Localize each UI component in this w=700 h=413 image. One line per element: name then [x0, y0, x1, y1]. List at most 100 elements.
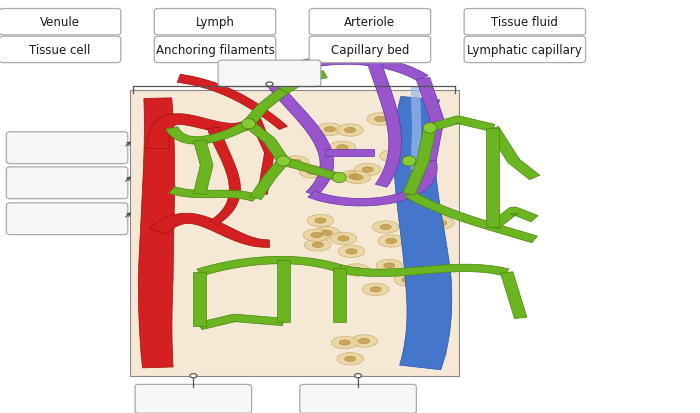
Ellipse shape	[282, 157, 309, 169]
Ellipse shape	[402, 278, 413, 283]
PathPatch shape	[488, 207, 538, 230]
PathPatch shape	[281, 158, 342, 181]
Text: Tissue fluid: Tissue fluid	[491, 16, 559, 29]
Ellipse shape	[338, 236, 349, 242]
PathPatch shape	[193, 273, 206, 326]
Ellipse shape	[372, 221, 399, 234]
Ellipse shape	[420, 347, 447, 359]
Ellipse shape	[387, 154, 398, 159]
Ellipse shape	[338, 246, 365, 258]
Ellipse shape	[344, 128, 356, 133]
Ellipse shape	[394, 274, 421, 286]
Ellipse shape	[384, 263, 395, 268]
Ellipse shape	[304, 239, 331, 252]
Ellipse shape	[428, 217, 454, 230]
Ellipse shape	[330, 233, 357, 245]
FancyBboxPatch shape	[6, 133, 128, 164]
FancyBboxPatch shape	[464, 37, 586, 64]
PathPatch shape	[411, 87, 421, 170]
PathPatch shape	[500, 272, 527, 319]
Ellipse shape	[362, 167, 373, 173]
PathPatch shape	[427, 117, 495, 132]
Text: Anchoring filaments: Anchoring filaments	[155, 44, 274, 57]
FancyBboxPatch shape	[309, 9, 430, 36]
PathPatch shape	[333, 268, 346, 322]
Text: Capillary bed: Capillary bed	[330, 44, 409, 57]
Ellipse shape	[343, 264, 370, 276]
PathPatch shape	[193, 140, 213, 195]
Ellipse shape	[276, 157, 290, 167]
Ellipse shape	[321, 230, 332, 236]
PathPatch shape	[326, 150, 374, 157]
Ellipse shape	[307, 170, 318, 175]
Ellipse shape	[346, 249, 357, 254]
FancyBboxPatch shape	[300, 385, 416, 413]
Ellipse shape	[370, 287, 382, 292]
Ellipse shape	[299, 166, 326, 178]
PathPatch shape	[368, 62, 401, 188]
Ellipse shape	[380, 225, 391, 230]
PathPatch shape	[197, 257, 342, 276]
FancyBboxPatch shape	[464, 9, 586, 36]
FancyBboxPatch shape	[218, 61, 321, 88]
Ellipse shape	[337, 145, 348, 151]
Ellipse shape	[351, 335, 377, 347]
Ellipse shape	[329, 142, 356, 154]
Ellipse shape	[303, 229, 330, 242]
Ellipse shape	[311, 233, 322, 238]
Ellipse shape	[344, 356, 356, 362]
PathPatch shape	[244, 122, 289, 163]
Circle shape	[355, 374, 362, 378]
PathPatch shape	[405, 192, 538, 243]
PathPatch shape	[263, 78, 334, 197]
PathPatch shape	[207, 128, 240, 225]
Ellipse shape	[374, 117, 386, 122]
PathPatch shape	[150, 214, 270, 248]
PathPatch shape	[277, 261, 290, 322]
FancyBboxPatch shape	[135, 385, 251, 413]
PathPatch shape	[138, 99, 174, 368]
Text: Tissue cell: Tissue cell	[29, 44, 91, 57]
Ellipse shape	[402, 157, 416, 167]
PathPatch shape	[250, 160, 289, 200]
FancyBboxPatch shape	[0, 37, 121, 64]
Ellipse shape	[376, 260, 402, 272]
Ellipse shape	[367, 114, 393, 126]
Text: Lymph: Lymph	[195, 16, 234, 29]
PathPatch shape	[487, 127, 540, 180]
Text: Venule: Venule	[40, 16, 80, 29]
PathPatch shape	[403, 128, 436, 195]
Ellipse shape	[340, 340, 351, 345]
Ellipse shape	[379, 150, 406, 163]
Ellipse shape	[424, 323, 435, 328]
Ellipse shape	[332, 173, 346, 183]
Ellipse shape	[341, 171, 368, 183]
PathPatch shape	[250, 119, 274, 195]
FancyBboxPatch shape	[154, 37, 276, 64]
PathPatch shape	[243, 89, 288, 126]
PathPatch shape	[197, 314, 284, 330]
Ellipse shape	[315, 218, 326, 224]
Ellipse shape	[351, 268, 362, 273]
Circle shape	[266, 83, 273, 87]
Ellipse shape	[354, 164, 381, 176]
FancyBboxPatch shape	[309, 37, 430, 64]
Ellipse shape	[290, 160, 301, 165]
Ellipse shape	[358, 339, 370, 344]
Bar	[130, 90, 458, 376]
Ellipse shape	[316, 124, 343, 136]
Ellipse shape	[416, 320, 443, 332]
Ellipse shape	[428, 350, 439, 356]
Circle shape	[190, 374, 197, 378]
PathPatch shape	[394, 97, 452, 370]
FancyBboxPatch shape	[154, 9, 276, 36]
Ellipse shape	[337, 125, 363, 137]
Ellipse shape	[344, 172, 371, 184]
Ellipse shape	[435, 221, 447, 226]
Ellipse shape	[363, 283, 389, 296]
Ellipse shape	[378, 235, 405, 247]
Ellipse shape	[332, 337, 358, 349]
PathPatch shape	[486, 128, 499, 228]
PathPatch shape	[416, 78, 444, 162]
Text: Arteriole: Arteriole	[344, 16, 395, 29]
